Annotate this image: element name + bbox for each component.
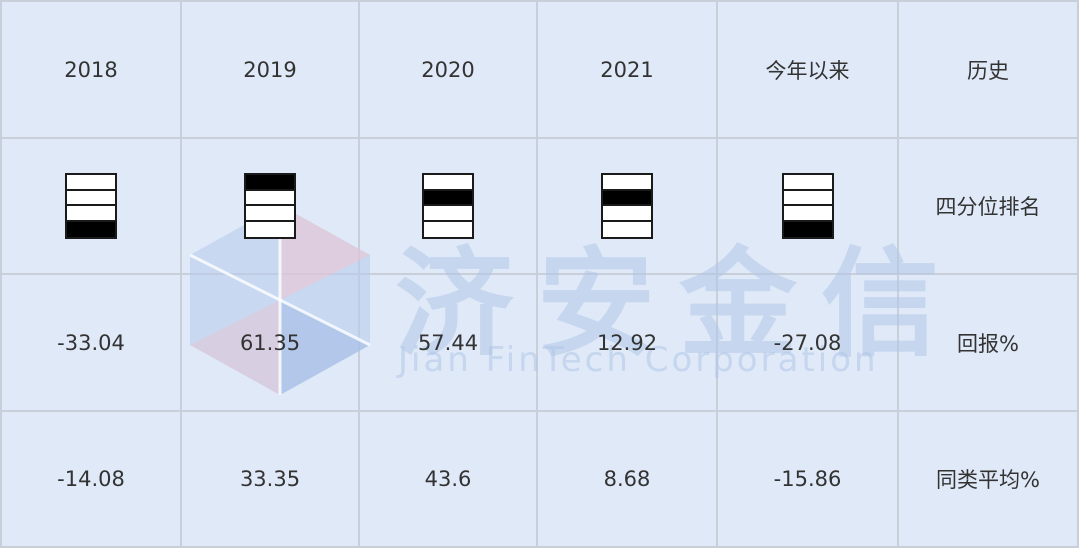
average-row: -14.08 33.35 43.6 8.68 -15.86 同类平均%: [0, 410, 1079, 548]
return-value: 61.35: [180, 273, 360, 412]
quartile-segment: [783, 190, 832, 206]
row-label-average: 同类平均%: [897, 410, 1079, 548]
header-cell-ytd: 今年以来: [716, 0, 899, 139]
average-value: 43.6: [358, 410, 538, 548]
quartile-segment: [603, 221, 651, 237]
quartile-segment: [67, 190, 115, 206]
quartile-segment: [603, 206, 651, 222]
average-value: -15.86: [716, 410, 899, 548]
quartile-icon: [244, 173, 296, 239]
row-label-quartile: 四分位排名: [897, 137, 1079, 275]
row-label-return: 回报%: [897, 273, 1079, 412]
quartile-segment: [246, 206, 294, 222]
quartile-icon: [601, 173, 653, 239]
quartile-segment: [783, 221, 832, 237]
quartile-segment: [603, 190, 651, 206]
quartile-icon: [422, 173, 474, 239]
return-value: -33.04: [0, 273, 182, 412]
return-row: -33.04 61.35 57.44 12.92 -27.08 回报%: [0, 273, 1079, 412]
return-value: 12.92: [536, 273, 718, 412]
quartile-segment: [67, 206, 115, 222]
quartile-segment: [424, 221, 472, 237]
quartile-segment: [67, 175, 115, 191]
quartile-segment: [246, 221, 294, 237]
quartile-segment: [424, 190, 472, 206]
quartile-row: 四分位排名: [0, 137, 1079, 275]
quartile-segment: [424, 175, 472, 191]
average-value: -14.08: [0, 410, 182, 548]
return-value: -27.08: [716, 273, 899, 412]
quartile-icon: [65, 173, 117, 239]
header-cell-2021: 2021: [536, 0, 718, 139]
average-value: 33.35: [180, 410, 360, 548]
header-cell-2020: 2020: [358, 0, 538, 139]
quartile-segment: [603, 175, 651, 191]
header-cell-2019: 2019: [180, 0, 360, 139]
quartile-segment: [67, 221, 115, 237]
quartile-segment: [783, 175, 832, 191]
header-cell-2018: 2018: [0, 0, 182, 139]
header-row: 2018 2019 2020 2021 今年以来 历史: [0, 0, 1079, 139]
quartile-segment: [246, 175, 294, 191]
header-cell-history: 历史: [897, 0, 1079, 139]
quartile-icon: [781, 173, 834, 239]
quartile-segment: [246, 190, 294, 206]
quartile-segment: [783, 206, 832, 222]
quartile-segment: [424, 206, 472, 222]
average-value: 8.68: [536, 410, 718, 548]
return-value: 57.44: [358, 273, 538, 412]
